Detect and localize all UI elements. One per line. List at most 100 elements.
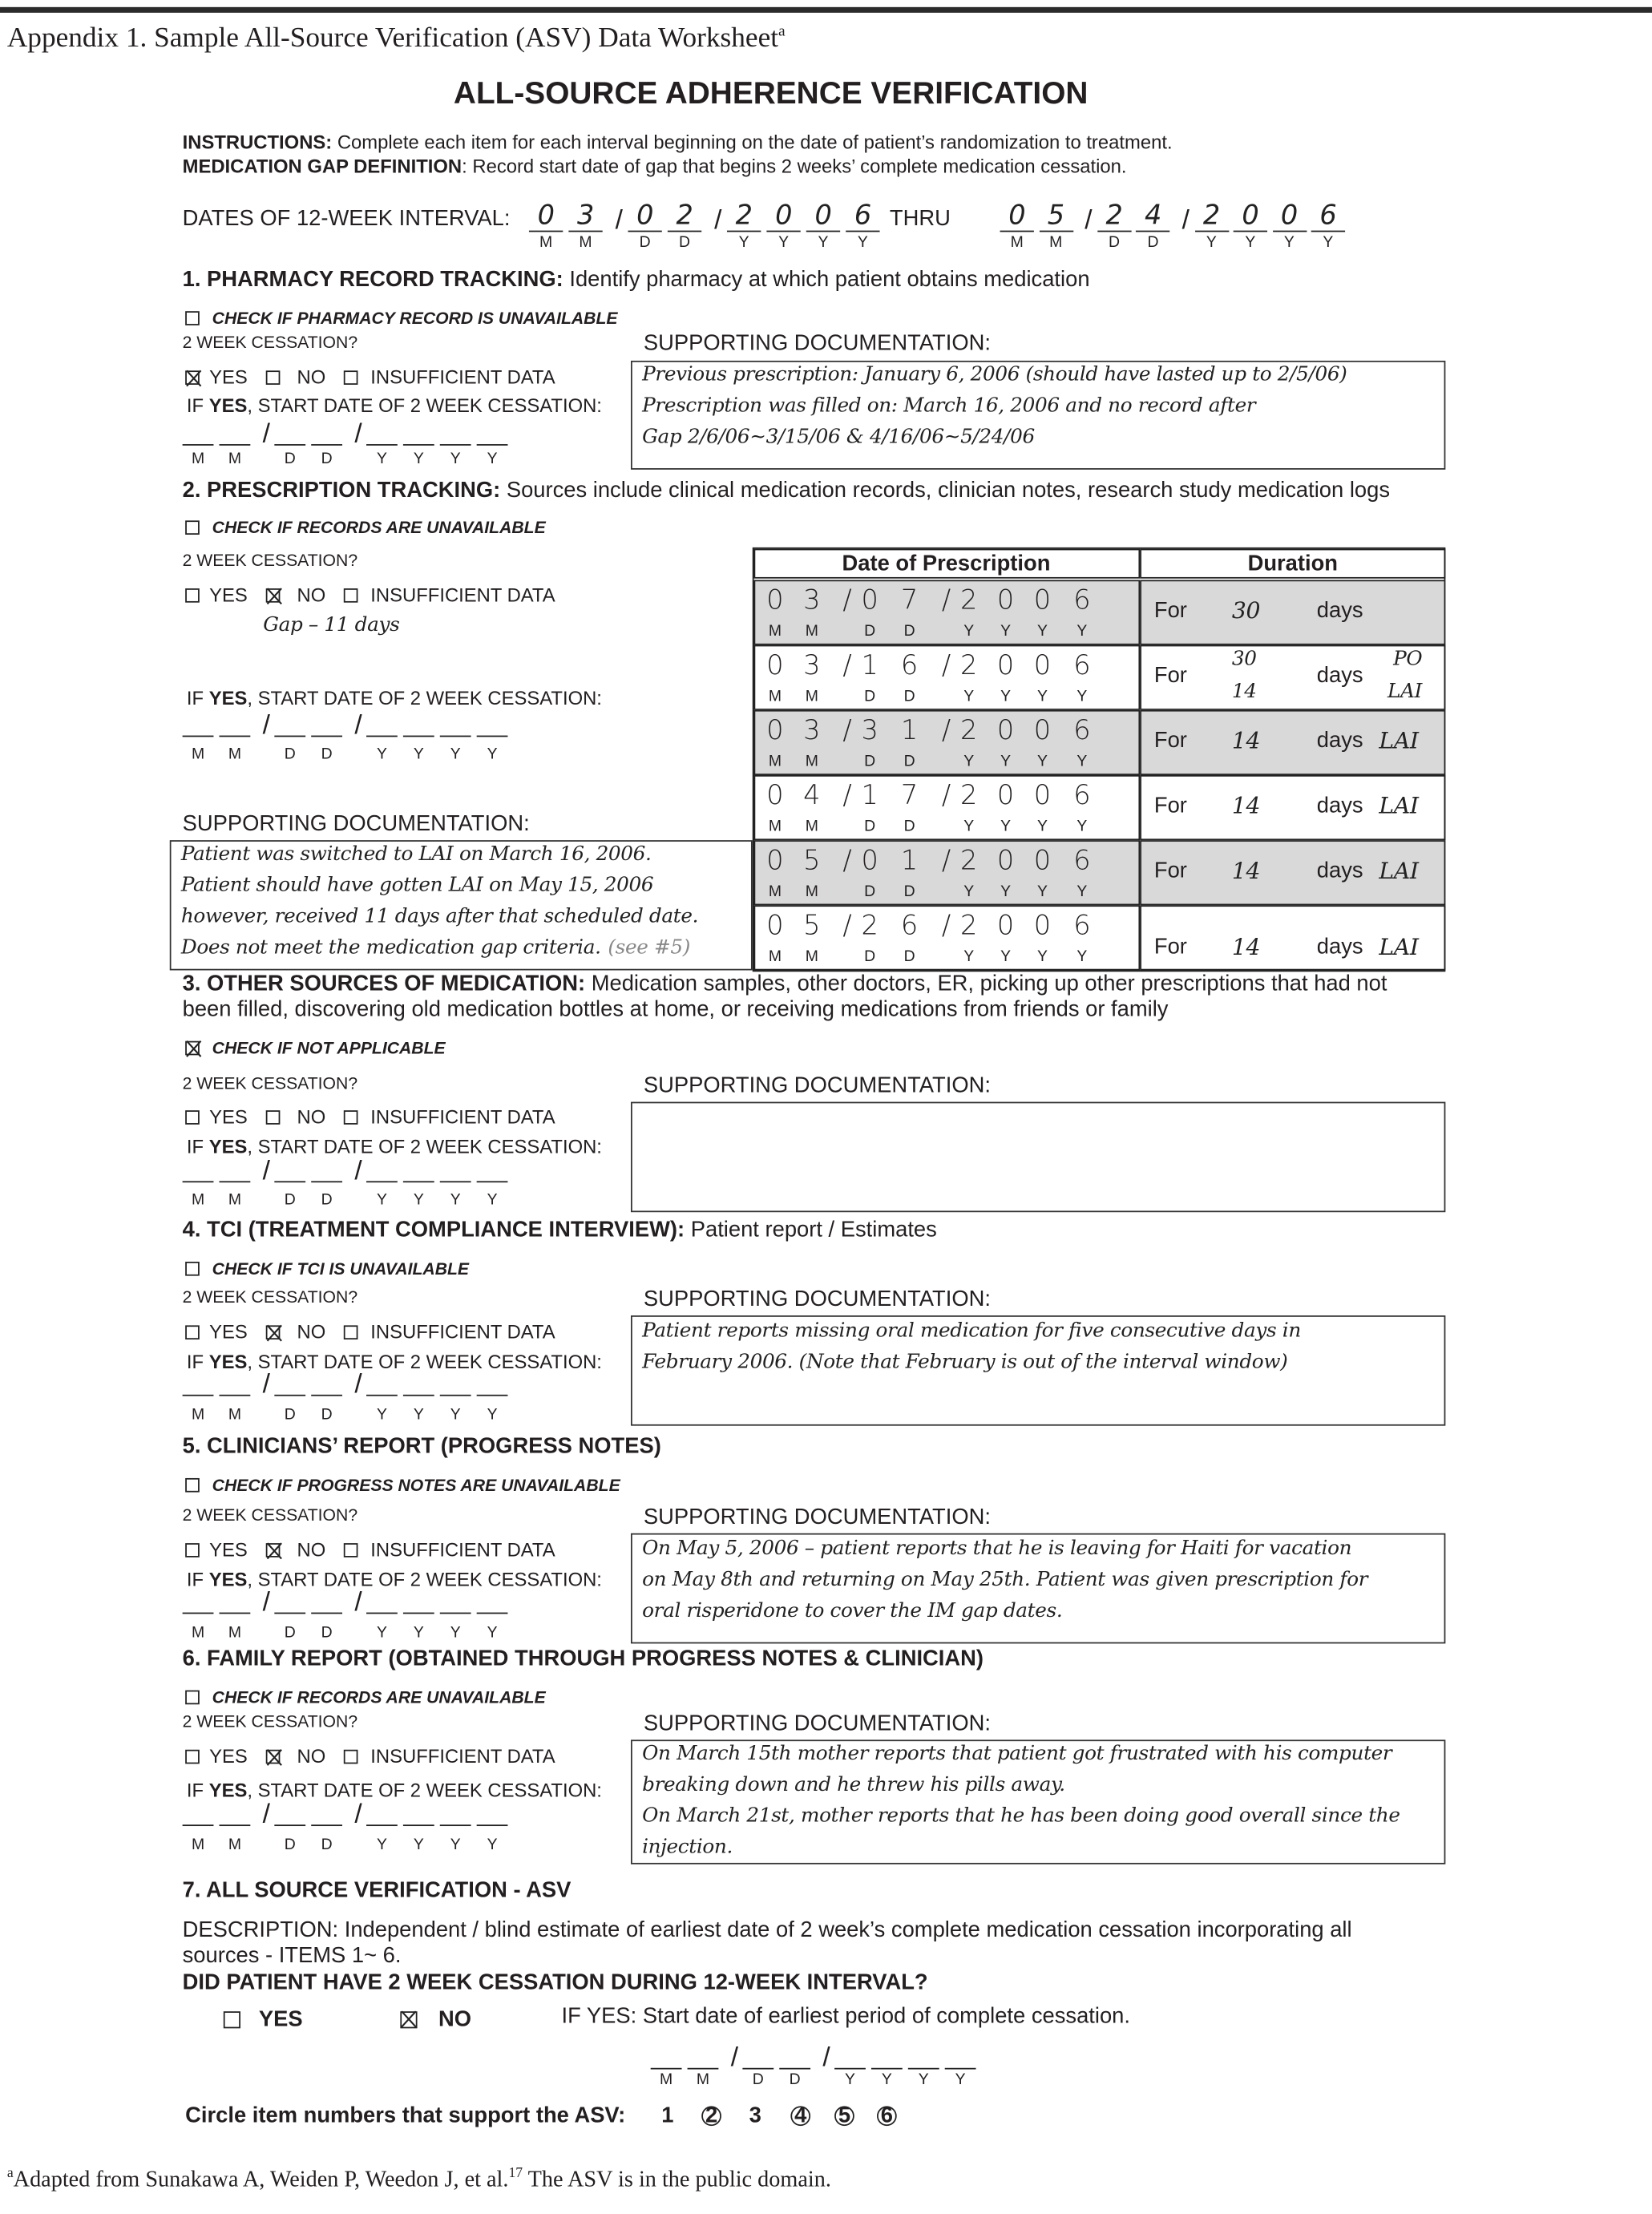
section-4-cessation-date-slot[interactable] xyxy=(476,1394,508,1396)
section-1-cessation-date-slot[interactable] xyxy=(366,444,398,446)
section-2-yes-checkbox[interactable] xyxy=(185,588,200,603)
section-6-cessation-date-slot[interactable] xyxy=(402,1824,434,1827)
section-5-unavailable-checkbox[interactable] xyxy=(185,1477,200,1493)
section-1-cessation-date-slot[interactable] xyxy=(182,444,214,446)
asv-cessation-date-slot[interactable] xyxy=(742,2067,774,2070)
section-4-cessation-date-slot[interactable] xyxy=(274,1394,306,1396)
section-3-cessation-date-slot[interactable] xyxy=(219,1181,251,1183)
interval-start-slot[interactable] xyxy=(528,230,563,232)
section-3-cessation-date-slot[interactable] xyxy=(274,1181,306,1183)
section-2-cessation-date-slot[interactable] xyxy=(439,735,471,737)
asv-yes-checkbox[interactable] xyxy=(223,2011,240,2029)
section-4-cessation-date-slot[interactable] xyxy=(366,1394,398,1396)
asv-cessation-date-slot[interactable] xyxy=(687,2067,719,2070)
section-6-cessation-date-slot[interactable] xyxy=(219,1824,251,1827)
section-1-yes-checkbox[interactable] xyxy=(185,370,202,387)
section-1-cessation-date-slot[interactable] xyxy=(476,444,508,446)
asv-cessation-date-slot[interactable] xyxy=(944,2067,976,2070)
asv-cessation-date-slot[interactable] xyxy=(779,2067,811,2070)
interval-end-slot[interactable] xyxy=(1000,230,1034,232)
section-4-supporting-box[interactable] xyxy=(630,1315,1446,1426)
section-4-insufficient-checkbox[interactable] xyxy=(343,1325,358,1340)
section-3-cessation-date-slot[interactable] xyxy=(366,1181,398,1183)
asv-cessation-date-slot[interactable] xyxy=(870,2067,903,2070)
section-1-cessation-date-slot[interactable] xyxy=(402,444,434,446)
section-6-cessation-date-slot[interactable] xyxy=(182,1824,214,1827)
interval-start-slot[interactable] xyxy=(568,230,603,232)
section-5-cessation-date-slot[interactable] xyxy=(402,1612,434,1614)
section-5-supporting-box[interactable] xyxy=(630,1533,1446,1644)
section-4-cessation-date-slot[interactable] xyxy=(182,1394,214,1396)
interval-end-slot[interactable] xyxy=(1311,230,1346,232)
section-5-cessation-date-slot[interactable] xyxy=(439,1612,471,1614)
interval-start-slot[interactable] xyxy=(766,230,801,232)
section-5-cessation-date-slot[interactable] xyxy=(219,1612,251,1614)
section-2-cessation-date-slot[interactable] xyxy=(366,735,398,737)
section-5-yes-checkbox[interactable] xyxy=(185,1543,200,1557)
interval-end-slot[interactable] xyxy=(1039,230,1073,232)
section-6-no-checkbox[interactable] xyxy=(265,1749,282,1766)
section-3-insufficient-checkbox[interactable] xyxy=(343,1110,358,1125)
section-2-supporting-box[interactable] xyxy=(169,840,753,971)
section-2-cessation-date-slot[interactable] xyxy=(476,735,508,737)
interval-start-slot[interactable] xyxy=(846,230,880,232)
section-1-unavailable-checkbox[interactable] xyxy=(185,311,200,325)
section-3-no-checkbox[interactable] xyxy=(265,1110,281,1125)
section-4-cessation-date-slot[interactable] xyxy=(439,1394,471,1396)
section-3-cessation-date-slot[interactable] xyxy=(439,1181,471,1183)
asv-item-number[interactable]: 1 xyxy=(661,2103,674,2128)
section-2-cessation-date-slot[interactable] xyxy=(219,735,251,737)
asv-no-checkbox[interactable] xyxy=(400,2010,418,2029)
section-6-insufficient-checkbox[interactable] xyxy=(343,1749,358,1764)
section-6-supporting-box[interactable] xyxy=(630,1739,1446,1865)
section-6-cessation-date-slot[interactable] xyxy=(311,1824,343,1827)
asv-item-number[interactable]: 3 xyxy=(749,2103,761,2128)
section-3-supporting-box[interactable] xyxy=(630,1101,1446,1213)
section-5-cessation-date-slot[interactable] xyxy=(311,1612,343,1614)
section-4-cessation-date-slot[interactable] xyxy=(311,1394,343,1396)
section-1-no-checkbox[interactable] xyxy=(265,370,281,385)
section-1-cessation-date-slot[interactable] xyxy=(274,444,306,446)
section-6-cessation-date-slot[interactable] xyxy=(274,1824,306,1827)
section-2-unavailable-checkbox[interactable] xyxy=(185,520,200,535)
interval-end-slot[interactable] xyxy=(1194,230,1229,232)
section-4-cessation-date-slot[interactable] xyxy=(219,1394,251,1396)
section-5-insufficient-checkbox[interactable] xyxy=(343,1543,358,1557)
section-6-unavailable-checkbox[interactable] xyxy=(185,1690,200,1705)
section-4-yes-checkbox[interactable] xyxy=(185,1325,200,1340)
section-2-cessation-date-slot[interactable] xyxy=(311,735,343,737)
section-2-no-checkbox[interactable] xyxy=(265,588,282,605)
section-5-no-checkbox[interactable] xyxy=(265,1542,282,1560)
section-6-cessation-date-slot[interactable] xyxy=(476,1824,508,1827)
asv-cessation-date-slot[interactable] xyxy=(650,2067,682,2070)
section-2-cessation-date-slot[interactable] xyxy=(402,735,434,737)
section-1-supporting-box[interactable] xyxy=(630,360,1446,470)
section-4-unavailable-checkbox[interactable] xyxy=(185,1261,200,1276)
section-2-insufficient-checkbox[interactable] xyxy=(343,588,358,603)
section-2-cessation-date-slot[interactable] xyxy=(182,735,214,737)
section-3-cessation-date-slot[interactable] xyxy=(402,1181,434,1183)
asv-cessation-date-slot[interactable] xyxy=(834,2067,866,2070)
section-6-cessation-date-slot[interactable] xyxy=(439,1824,471,1827)
section-6-yes-checkbox[interactable] xyxy=(185,1749,200,1764)
interval-start-slot[interactable] xyxy=(806,230,841,232)
section-1-insufficient-checkbox[interactable] xyxy=(343,370,358,385)
interval-end-slot[interactable] xyxy=(1272,230,1307,232)
section-5-cessation-date-slot[interactable] xyxy=(182,1612,214,1614)
section-3-cessation-date-slot[interactable] xyxy=(476,1181,508,1183)
section-1-cessation-date-slot[interactable] xyxy=(439,444,471,446)
section-3-cessation-date-slot[interactable] xyxy=(311,1181,343,1183)
section-5-cessation-date-slot[interactable] xyxy=(366,1612,398,1614)
section-1-cessation-date-slot[interactable] xyxy=(311,444,343,446)
section-3-cessation-date-slot[interactable] xyxy=(182,1181,214,1183)
section-4-no-checkbox[interactable] xyxy=(265,1324,282,1342)
interval-start-slot[interactable] xyxy=(726,230,761,232)
section-5-cessation-date-slot[interactable] xyxy=(476,1612,508,1614)
section-1-cessation-date-slot[interactable] xyxy=(219,444,251,446)
interval-end-slot[interactable] xyxy=(1233,230,1268,232)
section-3-yes-checkbox[interactable] xyxy=(185,1110,200,1125)
section-6-cessation-date-slot[interactable] xyxy=(366,1824,398,1827)
interval-end-slot[interactable] xyxy=(1097,230,1132,232)
interval-start-slot[interactable] xyxy=(667,230,702,232)
section-3-unavailable-checkbox[interactable] xyxy=(185,1040,202,1057)
